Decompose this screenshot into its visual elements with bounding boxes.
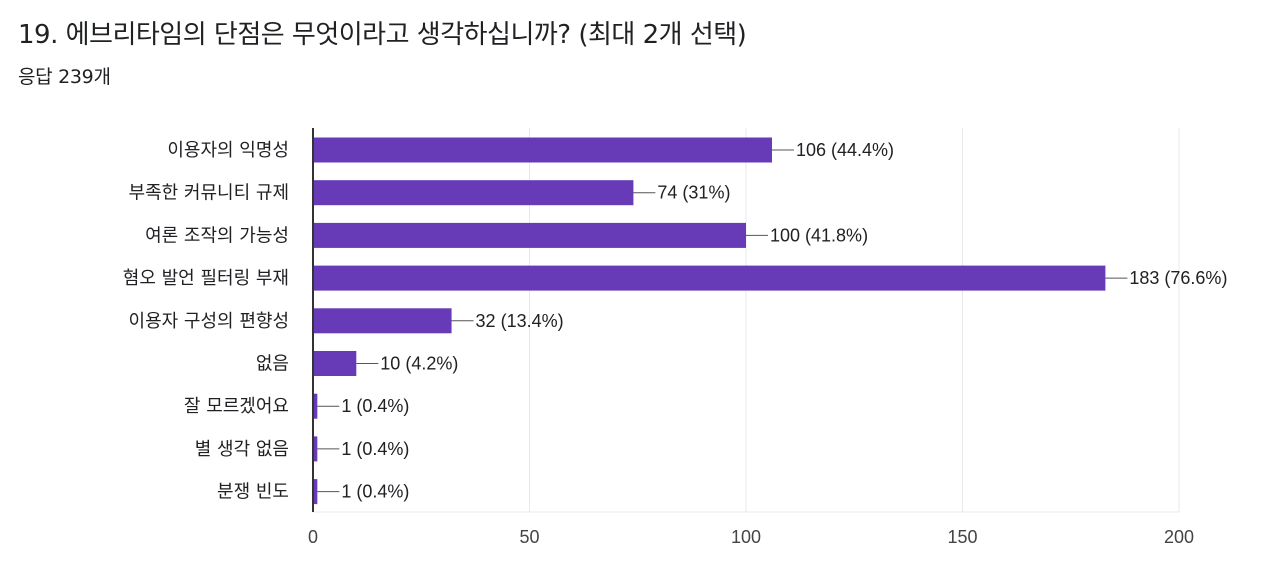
value-label: 10 (4.2%) bbox=[380, 354, 458, 374]
bar bbox=[313, 265, 1106, 291]
response-count: 응답 239개 bbox=[18, 66, 111, 88]
bar bbox=[313, 351, 357, 376]
label-layer: 이용자의 익명성 106 (44.4%) 부족한 커뮤니티 규제 74 (31%) 여론… bbox=[123, 140, 1228, 503]
value-label: 1 (0.4%) bbox=[341, 482, 409, 502]
x-tick-label: 200 bbox=[1164, 527, 1194, 547]
bar bbox=[313, 180, 634, 206]
grid-layer bbox=[313, 128, 1180, 513]
x-tick-label: 0 bbox=[308, 527, 318, 547]
category-label: 혐오 발언 필터링 부재 bbox=[123, 268, 289, 289]
value-label: 1 (0.4%) bbox=[341, 396, 409, 416]
bar bbox=[313, 222, 746, 248]
bar-layer bbox=[313, 137, 1106, 505]
category-label: 잘 모르겠어요 bbox=[184, 396, 289, 417]
category-label: 여론 조작의 가능성 bbox=[145, 225, 289, 246]
category-label: 없음 bbox=[256, 354, 289, 375]
bar bbox=[313, 393, 318, 419]
bar bbox=[313, 137, 772, 163]
category-label: 부족한 커뮤니티 규제 bbox=[129, 183, 289, 204]
category-label: 별 생각 없음 bbox=[195, 439, 289, 460]
category-label: 분쟁 빈도 bbox=[217, 482, 289, 503]
bar bbox=[313, 479, 318, 505]
bar bbox=[313, 308, 452, 334]
value-label: 106 (44.4%) bbox=[796, 140, 894, 160]
value-label: 1 (0.4%) bbox=[341, 439, 409, 459]
value-label: 74 (31%) bbox=[657, 183, 730, 203]
value-label: 100 (41.8%) bbox=[770, 225, 868, 245]
category-label: 이용자 구성의 편향성 bbox=[129, 311, 289, 332]
x-tick-label: 150 bbox=[947, 527, 977, 547]
value-label: 183 (76.6%) bbox=[1129, 268, 1227, 288]
bar bbox=[313, 436, 318, 462]
question-title: 19. 에브리타임의 단점은 무엇이라고 생각하십니까? (최대 2개 선택) bbox=[18, 20, 747, 50]
axis-layer: 0 50 100 150 200 bbox=[308, 128, 1194, 547]
value-label: 32 (13.4%) bbox=[476, 311, 564, 331]
x-tick-label: 50 bbox=[519, 527, 539, 547]
x-tick-label: 100 bbox=[731, 527, 761, 547]
category-label: 이용자의 익명성 bbox=[167, 140, 289, 161]
